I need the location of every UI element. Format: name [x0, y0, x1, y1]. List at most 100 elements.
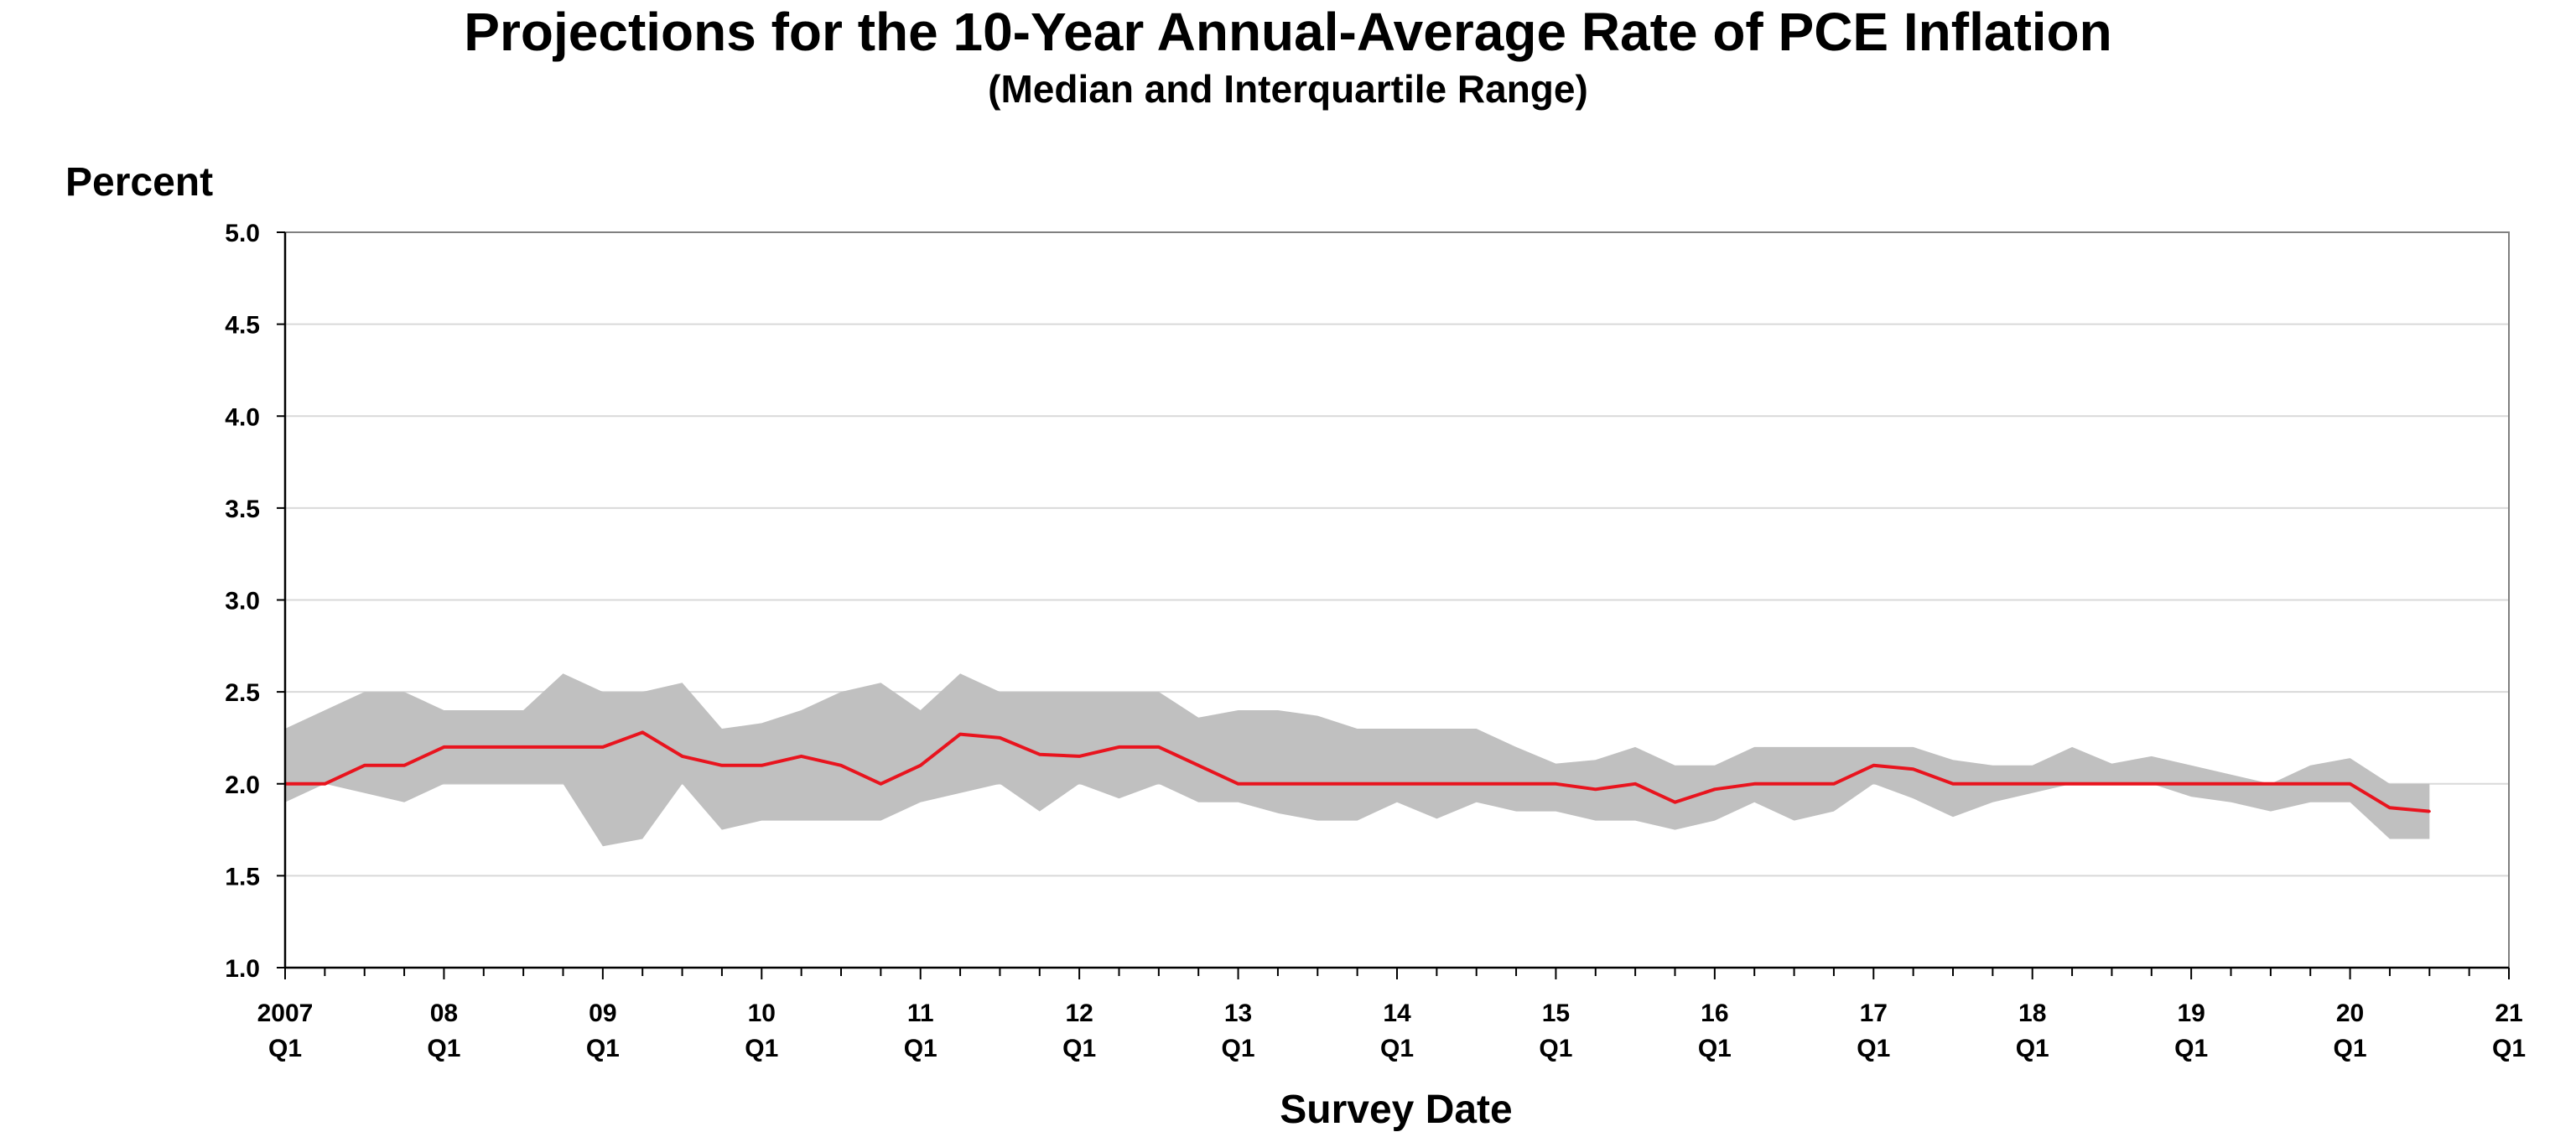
x-tick-year-label: 21 [2495, 1000, 2522, 1027]
y-axis-label: Percent [65, 160, 214, 205]
median-point [919, 764, 922, 767]
median-point [2388, 806, 2392, 809]
median-point [1832, 782, 1836, 786]
median-point [641, 730, 644, 734]
median-point [402, 764, 406, 767]
median-point [1118, 745, 1120, 749]
y-tick-label: 1.0 [225, 955, 260, 983]
median-point [1395, 782, 1399, 786]
median-point [601, 745, 605, 749]
median-point [1197, 764, 1200, 767]
axes [277, 231, 2510, 979]
median-point [1356, 782, 1359, 786]
x-tick-quarter-label: Q1 [586, 1035, 620, 1062]
y-tick-label: 1.5 [225, 863, 260, 891]
median-point [1038, 753, 1041, 756]
median-point [1078, 755, 1081, 758]
x-tick-year-label: 10 [748, 1000, 776, 1027]
x-tick-quarter-label: Q1 [1698, 1035, 1732, 1062]
x-tick-quarter-label: Q1 [1222, 1035, 1255, 1062]
median-point [1633, 782, 1637, 786]
median-point [681, 755, 684, 758]
x-tick-quarter-label: Q1 [904, 1035, 937, 1062]
interquartile-range-band [285, 673, 2430, 847]
y-tick-label: 4.0 [225, 403, 260, 431]
x-tick-quarter-label: Q1 [2334, 1035, 2367, 1062]
median-point [2309, 782, 2312, 786]
chart-title: Projections for the 10-Year Annual-Avera… [464, 2, 2112, 62]
x-tick-quarter-label: Q1 [745, 1035, 778, 1062]
x-tick-year-label: 20 [2336, 1000, 2364, 1027]
x-tick-quarter-label: Q1 [2016, 1035, 2049, 1062]
x-tick-quarter-label: Q1 [2492, 1035, 2526, 1062]
median-point [720, 764, 724, 767]
median-point [800, 755, 803, 758]
median-point [998, 736, 1001, 740]
median-point [1475, 782, 1478, 786]
x-tick-labels: 2007 Q1 08 Q1 09 Q1 10 Q1 11 Q1 12 Q1 13 Q1 14 Q1 15 Q1 16… [257, 1000, 2526, 1062]
median-point [1435, 782, 1438, 786]
x-tick-year-label: 13 [1224, 1000, 1252, 1027]
x-tick-quarter-label: Q1 [268, 1035, 302, 1062]
median-point [2031, 782, 2034, 786]
y-tick-label: 2.5 [225, 679, 260, 707]
median-point [1594, 787, 1597, 791]
x-tick-year-label: 19 [2177, 1000, 2205, 1027]
median-line-layer [283, 730, 2431, 813]
median-point [760, 764, 763, 767]
x-axis-label: Survey Date [1280, 1088, 1513, 1132]
y-tick-label: 5.0 [225, 220, 260, 247]
median-point [2189, 782, 2193, 786]
median-point [1554, 782, 1557, 786]
median-point [2150, 782, 2153, 786]
x-tick-quarter-label: Q1 [1857, 1035, 1890, 1062]
median-point [2428, 810, 2431, 813]
x-tick-year-label: 14 [1383, 1000, 1411, 1027]
median-point [958, 733, 962, 736]
median-point [879, 782, 882, 786]
median-point [1276, 782, 1280, 786]
x-tick-quarter-label: Q1 [2174, 1035, 2208, 1062]
median-point [1793, 782, 1796, 786]
median-point [1753, 782, 1756, 786]
x-tick-year-label: 15 [1542, 1000, 1570, 1027]
median-point [2110, 782, 2113, 786]
x-tick-year-label: 09 [589, 1000, 616, 1027]
median-point [1316, 782, 1319, 786]
x-tick-quarter-label: Q1 [1380, 1035, 1414, 1062]
median-point [2230, 782, 2232, 786]
median-point [1991, 782, 1994, 786]
x-tick-year-label: 08 [430, 1000, 458, 1027]
x-tick-year-label: 11 [907, 1000, 934, 1027]
median-point [482, 745, 486, 749]
median-point [442, 745, 445, 749]
x-tick-year-label: 2007 [257, 1000, 314, 1027]
median-point [1713, 787, 1716, 791]
median-point [839, 764, 843, 767]
median-point [2070, 782, 2074, 786]
median-point [2269, 782, 2272, 786]
median-point [1912, 767, 1915, 771]
interquartile-range-layer [285, 673, 2430, 847]
x-tick-quarter-label: Q1 [1539, 1035, 1572, 1062]
median-point [1951, 782, 1955, 786]
median-point [522, 745, 525, 749]
y-tick-label: 2.0 [225, 771, 260, 799]
x-tick-quarter-label: Q1 [1062, 1035, 1096, 1062]
x-tick-year-label: 17 [1860, 1000, 1888, 1027]
median-point [323, 782, 326, 786]
median-point [562, 745, 564, 749]
x-tick-year-label: 16 [1701, 1000, 1728, 1027]
x-tick-year-label: 18 [2018, 1000, 2046, 1027]
median-point [1157, 745, 1161, 749]
y-tick-label: 3.5 [225, 496, 260, 523]
x-tick-quarter-label: Q1 [427, 1035, 460, 1062]
median-point [2349, 782, 2352, 786]
y-tick-labels: 1.0 1.5 2.0 2.5 3.0 3.5 4.0 4.5 5.0 [225, 220, 260, 983]
y-tick-label: 4.5 [225, 312, 260, 340]
x-tick-year-label: 12 [1065, 1000, 1093, 1027]
median-point [363, 764, 366, 767]
median-point [1237, 782, 1240, 786]
y-tick-label: 3.0 [225, 588, 260, 615]
